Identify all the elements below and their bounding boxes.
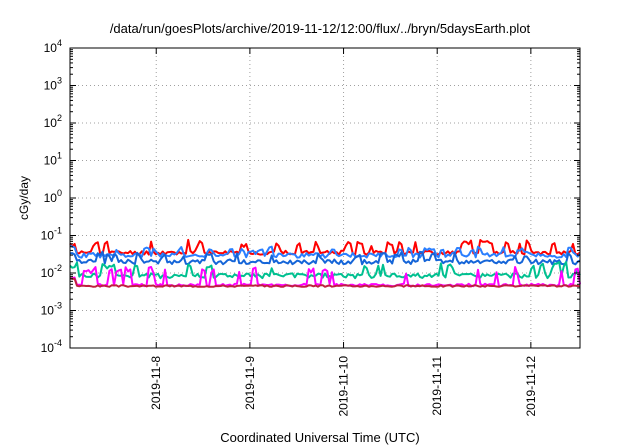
y-tick-label: 10-1: [41, 226, 62, 243]
series-line: [69, 244, 581, 259]
x-tick-label: 2019-11-8: [149, 356, 163, 410]
x-tick-label: 2019-11-9: [243, 356, 257, 410]
y-tick-label: 10-3: [41, 301, 62, 318]
y-tick-label: 101: [44, 151, 62, 168]
x-axis: 2019-11-8 2019-11-9 2019-11-10 2019-11-11 20…: [149, 48, 538, 417]
y-tick-label: 10-4: [41, 338, 62, 355]
y-tick-label: 10-2: [41, 263, 62, 280]
series-line: [69, 261, 581, 280]
y-tick-label: 100: [44, 188, 62, 205]
y-tick-label: 103: [44, 76, 62, 93]
x-tick-label: 2019-11-10: [337, 356, 351, 417]
y-tick-label: 102: [44, 113, 62, 130]
series-line: [69, 277, 581, 288]
y-tick-label: 104: [44, 38, 62, 55]
x-tick-label: 2019-11-11: [430, 356, 444, 416]
series-line: [69, 266, 581, 288]
series-group: [69, 238, 581, 288]
y-axis-label: cGy/day: [17, 176, 31, 220]
chart-title: /data/run/goesPlots/archive/2019-11-12/1…: [109, 21, 531, 36]
x-axis-label: Coordinated Universal Time (UTC): [220, 430, 420, 445]
series-line: [69, 250, 581, 266]
grid-lines: [70, 48, 580, 348]
x-tick-label: 2019-11-12: [524, 356, 538, 417]
y-axis: 104 103 102 101 100 10-1 10-2 10-3 10-4: [41, 38, 580, 355]
